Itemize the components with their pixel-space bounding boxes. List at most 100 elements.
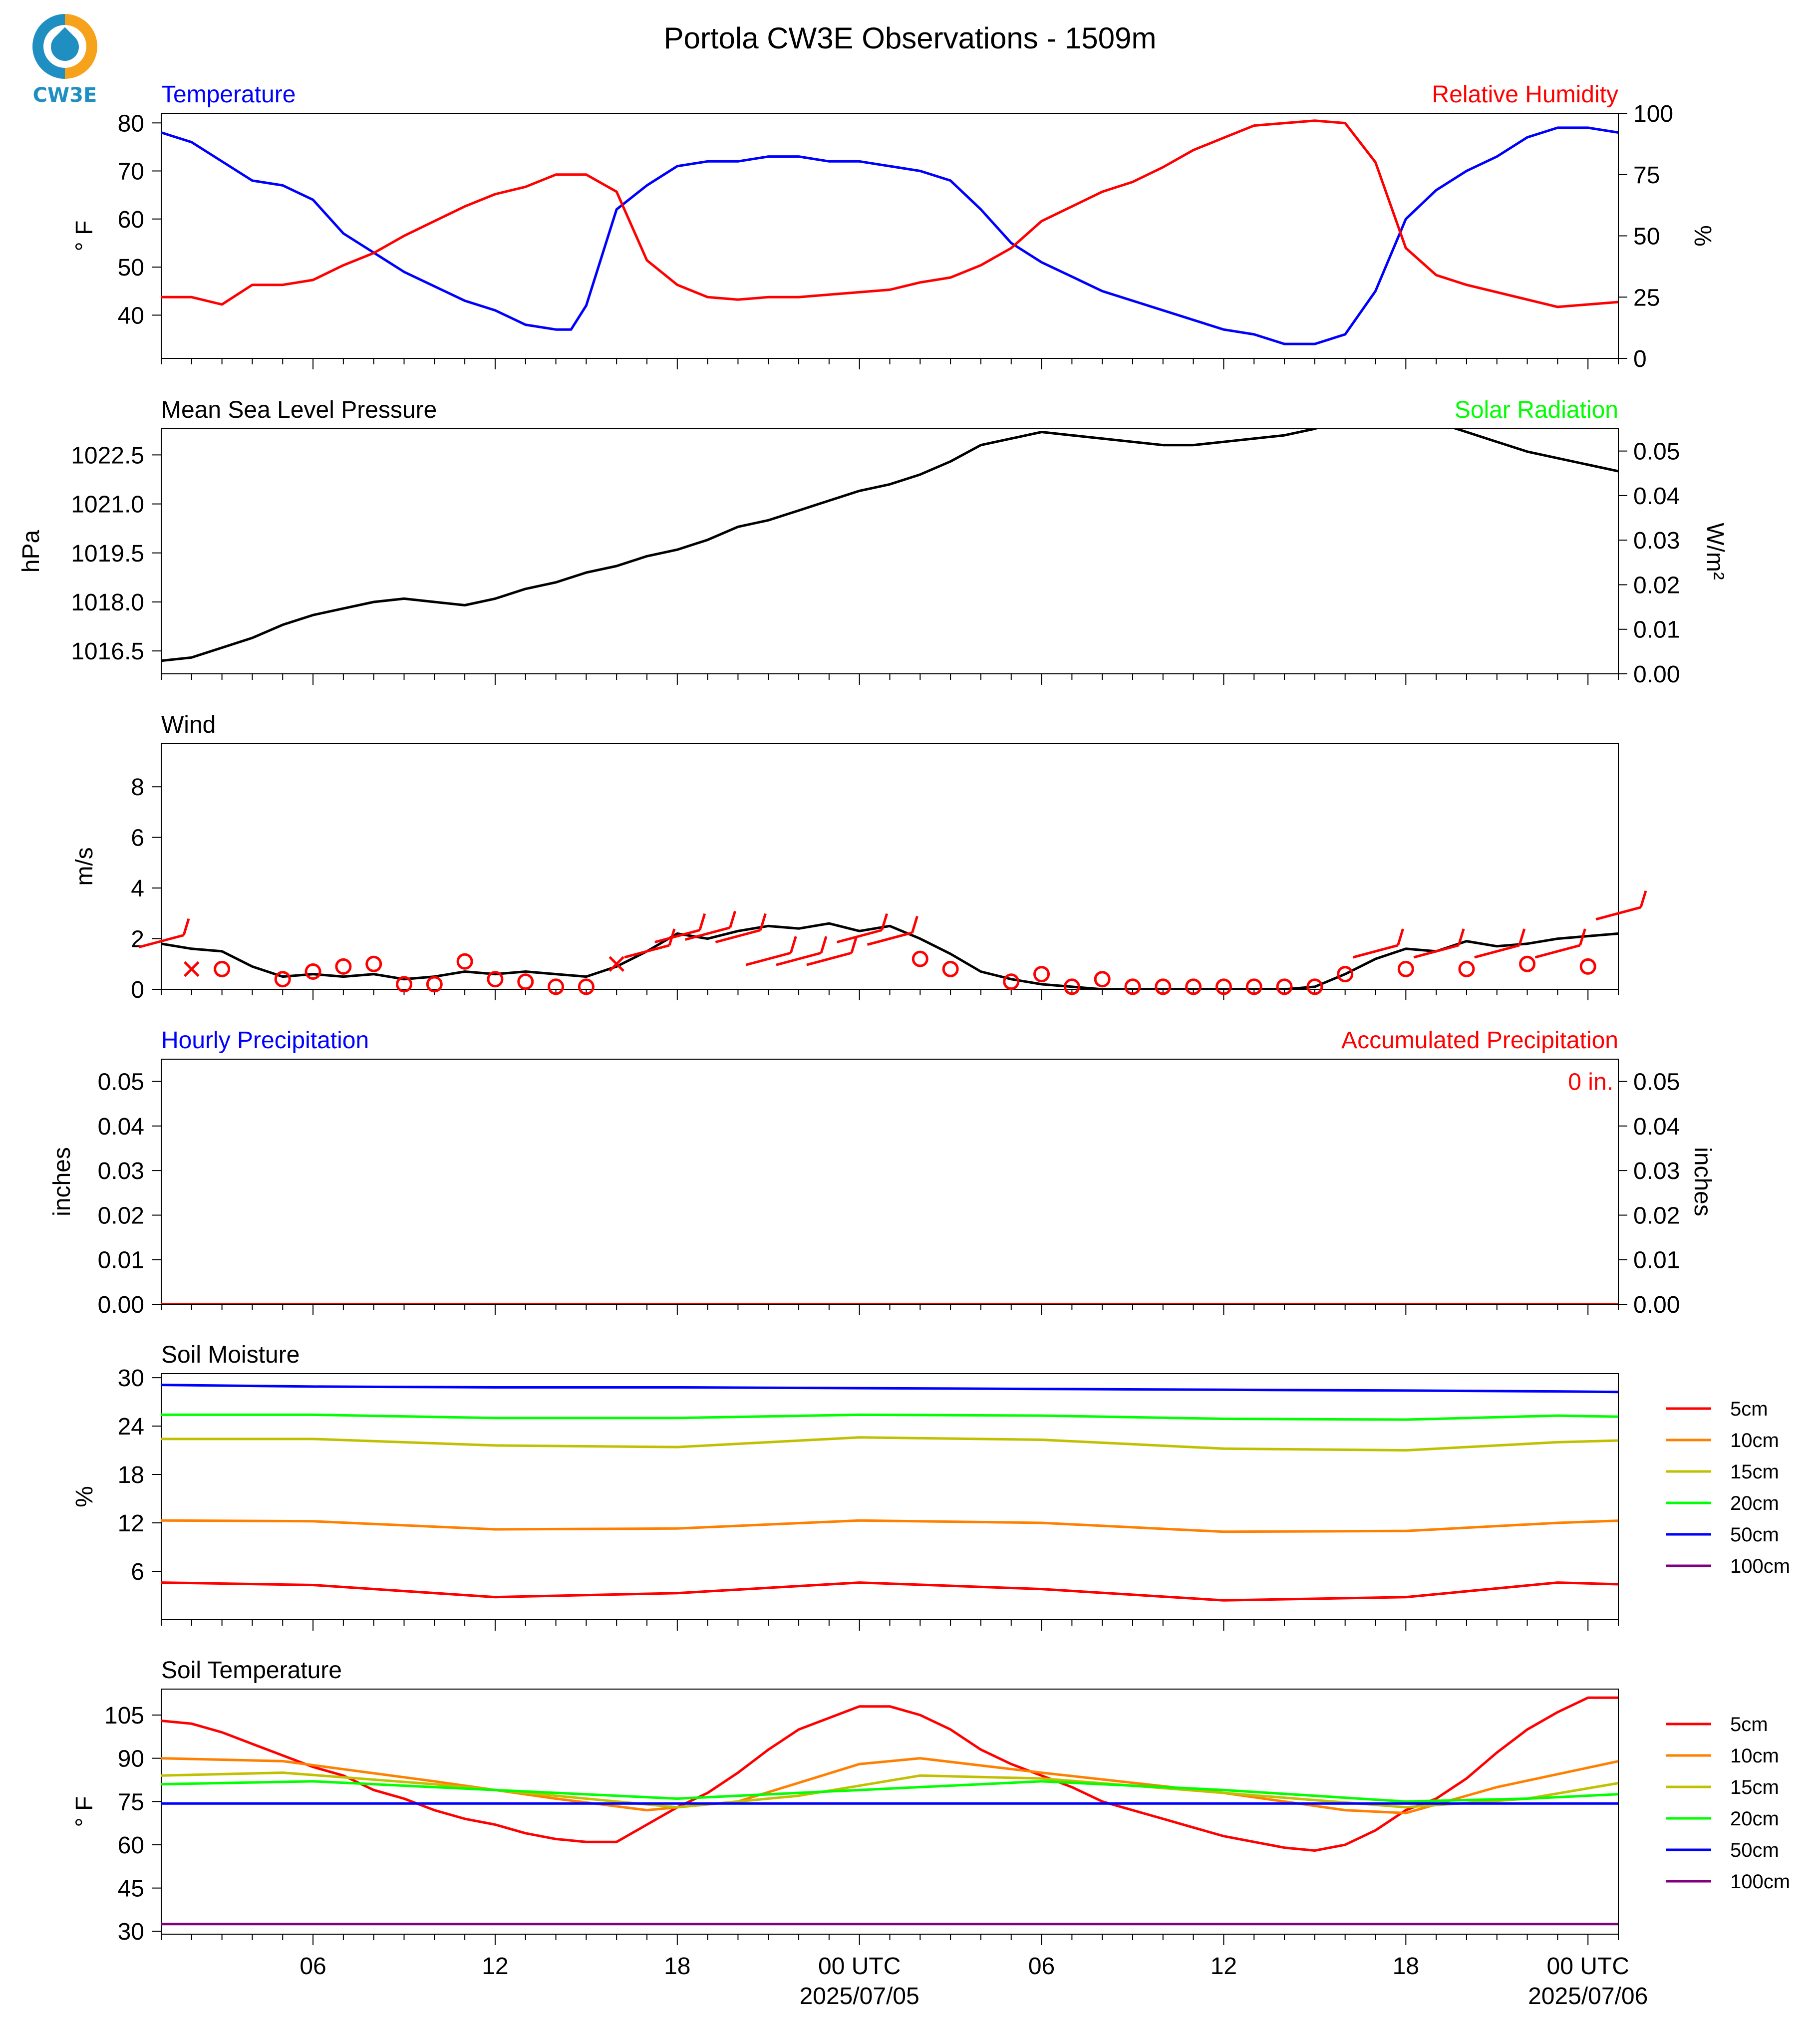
y-right-tick-label: 50 <box>1633 224 1660 250</box>
panel-title-left: Soil Temperature <box>161 1657 342 1684</box>
y-right-tick-label: 0.05 <box>1633 439 1680 465</box>
wind-x-marker <box>184 961 200 977</box>
y-tick-label: 30 <box>118 1919 144 1945</box>
wind-barb <box>776 936 828 966</box>
wind-barb <box>1413 928 1465 959</box>
y-right-axis-label: inches <box>1689 1147 1716 1216</box>
y-tick-label: 24 <box>118 1414 144 1440</box>
x-tick-label: 12 <box>482 1953 508 1980</box>
y-tick-label: 30 <box>118 1365 144 1392</box>
wind-barb <box>1474 928 1526 959</box>
y-right-tick-label: 0.02 <box>1633 1202 1680 1229</box>
series-line-50cm <box>161 1384 1618 1394</box>
wind-calm-marker <box>396 976 412 993</box>
y-tick-label: 0.03 <box>98 1158 144 1184</box>
panel-title-left: Temperature <box>161 81 296 108</box>
y-tick-label: 2 <box>131 926 144 953</box>
series-line-10cm <box>161 1757 1618 1814</box>
wind-barb <box>806 936 858 966</box>
y-axis-label: ° F <box>71 1796 98 1827</box>
y-right-tick-label: 0 <box>1633 346 1647 372</box>
panel-title-left: Mean Sea Level Pressure <box>161 397 437 423</box>
legend-label: 20cm <box>1730 1808 1779 1830</box>
wind-calm-marker <box>1276 978 1293 995</box>
wind-calm-marker <box>365 955 382 972</box>
x-tick-label: 12 <box>1211 1953 1237 1980</box>
wind-calm-marker <box>578 978 595 995</box>
y-right-tick-label: 100 <box>1633 101 1673 127</box>
y-tick-label: 40 <box>118 302 144 329</box>
wind-calm-marker <box>487 971 504 988</box>
y-tick-label: 0.04 <box>98 1114 144 1140</box>
y-right-tick-label: 0.04 <box>1633 483 1680 510</box>
x-tick-label: 18 <box>1393 1953 1419 1980</box>
y-right-tick-label: 25 <box>1633 285 1660 311</box>
panel-soil_temp: Soil Temperature 30 45 60 75 90 105 ° F 5cm 10cm 1… <box>71 1657 1790 2010</box>
y-tick-label: 0.01 <box>98 1247 144 1274</box>
x-tick-label: 18 <box>664 1953 690 1980</box>
series-line-red <box>161 119 1618 308</box>
y-tick-label: 0.00 <box>98 1292 144 1318</box>
y-right-tick-label: 0.00 <box>1633 661 1680 688</box>
wind-calm-marker <box>517 973 534 990</box>
y-right-tick-label: 75 <box>1633 162 1660 189</box>
panel-title-right: Accumulated Precipitation <box>1341 1027 1618 1054</box>
panel-pressure: Mean Sea Level Pressure Solar Radiation 10… <box>18 397 1728 688</box>
wind-calm-marker <box>1155 978 1172 995</box>
y-axis-label: inches <box>49 1147 75 1216</box>
logo-text: CW3E <box>32 84 97 107</box>
series-line-20cm <box>161 1780 1618 1803</box>
legend-label: 5cm <box>1730 1714 1768 1736</box>
y-right-tick-label: 0.05 <box>1633 1069 1680 1096</box>
y-right-tick-label: 0.03 <box>1633 1158 1680 1184</box>
wind-calm-marker <box>1337 966 1354 983</box>
wind-calm-marker <box>1458 960 1475 977</box>
panel-wind: Wind 0 2 4 6 8 m/s <box>71 712 1647 1003</box>
y-tick-label: 6 <box>131 1559 144 1585</box>
y-tick-label: 105 <box>104 1703 144 1729</box>
wind-calm-marker <box>1519 955 1536 972</box>
wind-barb <box>1352 928 1404 959</box>
panel-title-left: Hourly Precipitation <box>161 1027 369 1054</box>
series-line-black <box>161 429 1618 662</box>
legend-label: 20cm <box>1730 1492 1779 1514</box>
wind-calm-marker <box>1033 966 1050 983</box>
y-tick-label: 1016.5 <box>71 638 144 665</box>
wind-calm-marker <box>548 978 565 995</box>
y-tick-label: 0.05 <box>98 1069 144 1096</box>
panel-temp_rh: Temperature Relative Humidity 40 50 60 70 80 ° … <box>71 81 1716 372</box>
x-tick-label: 00 UTC <box>1547 1953 1629 1980</box>
y-right-axis-label: % <box>1689 225 1716 247</box>
x-date-label: 2025/07/05 <box>800 1983 919 2010</box>
wind-calm-marker <box>1579 958 1596 975</box>
y-tick-label: 12 <box>118 1510 144 1537</box>
accumulated-precip-total: 0 in. <box>1568 1069 1613 1096</box>
y-right-tick-label: 0.00 <box>1633 1292 1680 1318</box>
y-tick-label: 1018.0 <box>71 589 144 616</box>
panel-title-left: Soil Moisture <box>161 1342 300 1368</box>
wind-barb <box>715 913 767 943</box>
panel-title-right: Solar Radiation <box>1455 397 1618 423</box>
legend-label: 100cm <box>1730 1555 1790 1577</box>
wind-barb <box>837 913 889 943</box>
legend-label: 50cm <box>1730 1839 1779 1861</box>
wind-barb <box>684 910 737 941</box>
wind-calm-marker <box>335 958 352 975</box>
panel-title-left: Wind <box>161 712 216 738</box>
y-tick-label: 60 <box>118 1832 144 1859</box>
wind-barb <box>745 936 797 966</box>
wind-x-marker <box>608 956 624 972</box>
wind-barb <box>138 918 190 949</box>
panel-frame <box>161 1059 1619 1305</box>
y-tick-label: 0 <box>131 977 144 1003</box>
legend-label: 10cm <box>1730 1745 1779 1767</box>
y-tick-label: 1021.0 <box>71 492 144 518</box>
series-line-black <box>161 922 1618 989</box>
y-right-tick-label: 0.01 <box>1633 1247 1680 1274</box>
page-title: Portola CW3E Observations - 1509m <box>663 21 1157 55</box>
series-line-10cm <box>161 1519 1618 1533</box>
wind-calm-marker <box>1003 973 1020 990</box>
wind-calm-marker <box>214 960 231 977</box>
x-tick-label: 06 <box>300 1953 326 1980</box>
series-line-20cm <box>161 1413 1618 1421</box>
